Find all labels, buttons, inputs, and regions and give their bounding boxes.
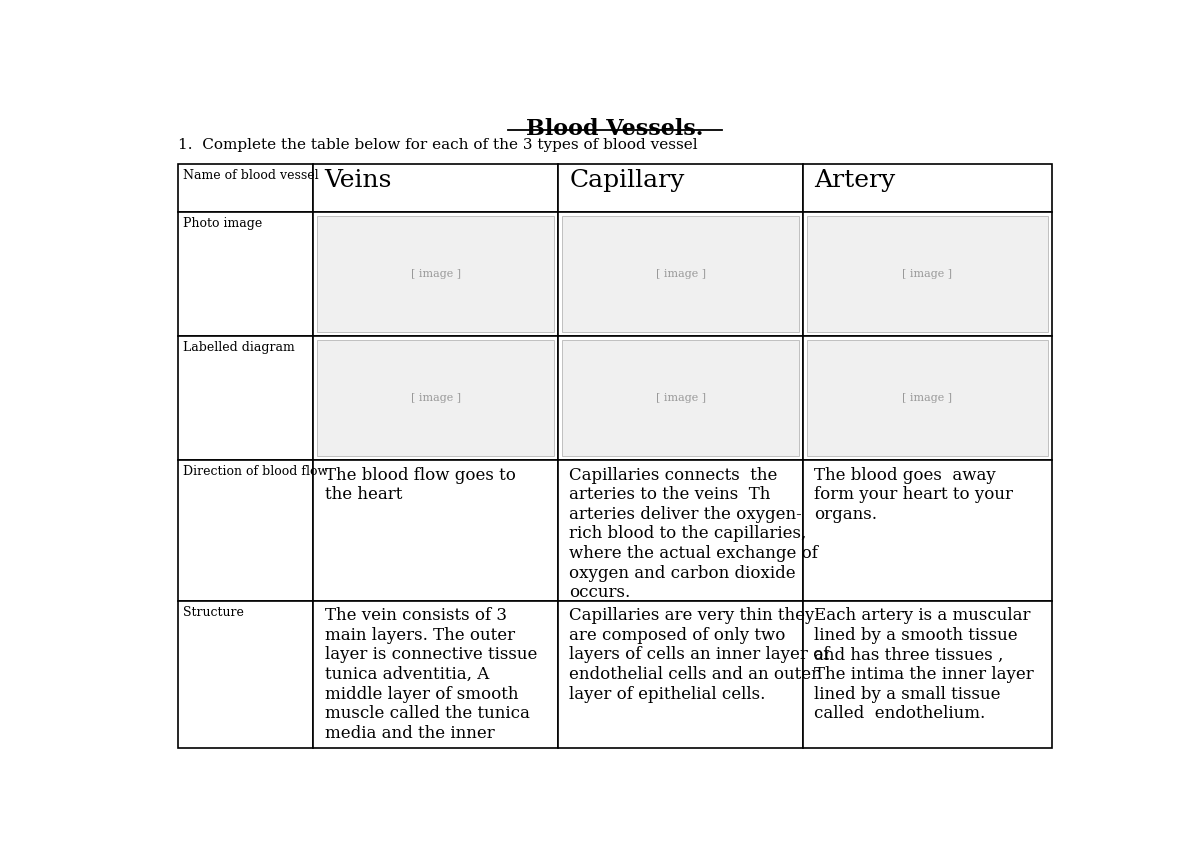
Bar: [803, 336, 1052, 460]
Bar: [803, 212, 1052, 336]
Text: Direction of blood flow: Direction of blood flow: [182, 466, 328, 478]
Bar: [562, 340, 799, 456]
Bar: [562, 216, 799, 332]
Text: [ image ]: [ image ]: [410, 269, 461, 279]
Bar: [178, 600, 313, 748]
Bar: [558, 164, 803, 212]
Bar: [806, 216, 1049, 332]
Text: Artery: Artery: [814, 169, 895, 192]
Bar: [803, 600, 1052, 748]
Bar: [313, 600, 558, 748]
Bar: [313, 164, 558, 212]
Text: Each artery is a muscular
lined by a smooth tissue
and has three tissues ,
The i: Each artery is a muscular lined by a smo…: [814, 607, 1034, 722]
Text: The blood flow goes to
the heart: The blood flow goes to the heart: [324, 466, 516, 503]
Bar: [317, 340, 554, 456]
Bar: [178, 336, 313, 460]
Text: Capillary: Capillary: [569, 169, 685, 192]
Text: [ image ]: [ image ]: [655, 393, 706, 403]
Bar: [803, 164, 1052, 212]
Text: Blood Vessels.: Blood Vessels.: [527, 118, 703, 140]
Bar: [558, 212, 803, 336]
Text: The blood goes  away
form your heart to your
organs.: The blood goes away form your heart to y…: [814, 466, 1013, 522]
Text: Labelled diagram: Labelled diagram: [182, 341, 294, 354]
Text: Photo image: Photo image: [182, 217, 262, 231]
Bar: [178, 164, 313, 212]
Text: [ image ]: [ image ]: [902, 269, 953, 279]
Text: [ image ]: [ image ]: [902, 393, 953, 403]
Bar: [313, 460, 558, 600]
Bar: [806, 340, 1049, 456]
Text: Structure: Structure: [182, 606, 244, 619]
Text: Capillaries connects  the
arteries to the veins  Th
arteries deliver the oxygen-: Capillaries connects the arteries to the…: [569, 466, 818, 601]
Bar: [313, 336, 558, 460]
Bar: [558, 600, 803, 748]
Text: [ image ]: [ image ]: [655, 269, 706, 279]
Text: [ image ]: [ image ]: [410, 393, 461, 403]
Bar: [558, 460, 803, 600]
Text: Name of blood vessel: Name of blood vessel: [182, 169, 318, 182]
Bar: [558, 336, 803, 460]
Text: The vein consists of 3
main layers. The outer
layer is connective tissue
tunica : The vein consists of 3 main layers. The …: [324, 607, 536, 742]
Bar: [317, 216, 554, 332]
Text: 1.  Complete the table below for each of the 3 types of blood vessel: 1. Complete the table below for each of …: [178, 137, 697, 152]
Bar: [803, 460, 1052, 600]
Bar: [313, 212, 558, 336]
Text: Capillaries are very thin they
are composed of only two
layers of cells an inner: Capillaries are very thin they are compo…: [569, 607, 829, 703]
Bar: [178, 460, 313, 600]
Bar: [178, 212, 313, 336]
Text: Veins: Veins: [324, 169, 392, 192]
